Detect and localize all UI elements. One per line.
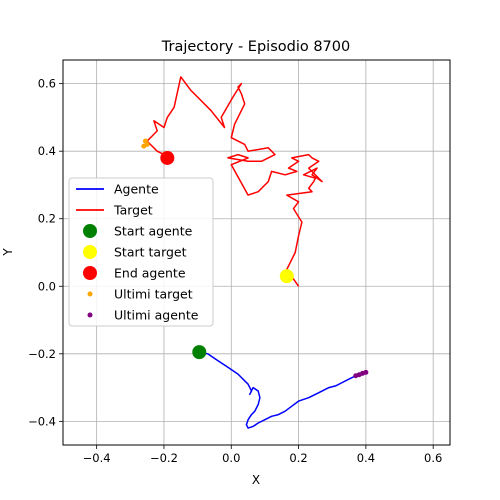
x-tick-label: −0.2 [150, 451, 178, 465]
x-tick-label: −0.4 [83, 451, 111, 465]
start-agente-marker [192, 345, 207, 360]
ultimi-target-point [141, 143, 147, 149]
x-tick-label: 0.6 [424, 451, 442, 465]
legend-label-target: Target [113, 203, 153, 218]
legend-box [68, 177, 214, 327]
legend-swatch-ultimi-target [87, 291, 93, 297]
series-line-agente [199, 351, 367, 429]
plot-area [141, 76, 369, 429]
chart-title: Trajectory - Episodio 8700 [161, 39, 350, 55]
x-tick-label: 0.2 [289, 451, 307, 465]
legend-label-end-agente: End agente [114, 266, 186, 281]
ultimi-agente-point [363, 369, 369, 375]
grid [63, 60, 450, 445]
legend-swatch-start-target [83, 245, 97, 259]
legend-label-ultimi-agente: Ultimi agente [114, 308, 199, 323]
legend-label-agente: Agente [114, 182, 159, 197]
start-target-marker [279, 269, 294, 284]
ultimi-target-point [142, 138, 148, 144]
x-tick-label: 0.0 [222, 451, 240, 465]
legend-label-ultimi-target: Ultimi target [114, 287, 193, 302]
legend-swatch-start-agente [83, 224, 97, 238]
legend-swatch-end-agente [83, 266, 97, 280]
legend: Agente Target Start agente Start target End … [68, 177, 214, 327]
y-tick-label: −0.4 [28, 414, 56, 428]
y-tick-label: 0.0 [38, 279, 56, 293]
legend-swatch-ultimi-agente [87, 312, 93, 318]
legend-label-start-agente: Start agente [114, 224, 193, 239]
y-axis-label: Y [1, 248, 15, 257]
axes-frame [62, 59, 451, 446]
series-line-target [146, 76, 323, 287]
end-agente-marker [160, 150, 175, 165]
y-tick-label: 0.2 [38, 212, 56, 226]
y-tick-label: 0.4 [38, 144, 56, 158]
y-tick-label: −0.2 [28, 347, 56, 361]
x-tick-label: 0.4 [357, 451, 375, 465]
axis-ticks: −0.4 −0.2 0.0 0.2 0.4 0.6 −0.4 −0.2 0.0 0.2 0.4 0.6 [28, 77, 442, 465]
y-tick-label: 0.6 [38, 77, 56, 91]
x-axis-label: X [252, 473, 260, 487]
legend-label-start-target: Start target [114, 245, 187, 260]
